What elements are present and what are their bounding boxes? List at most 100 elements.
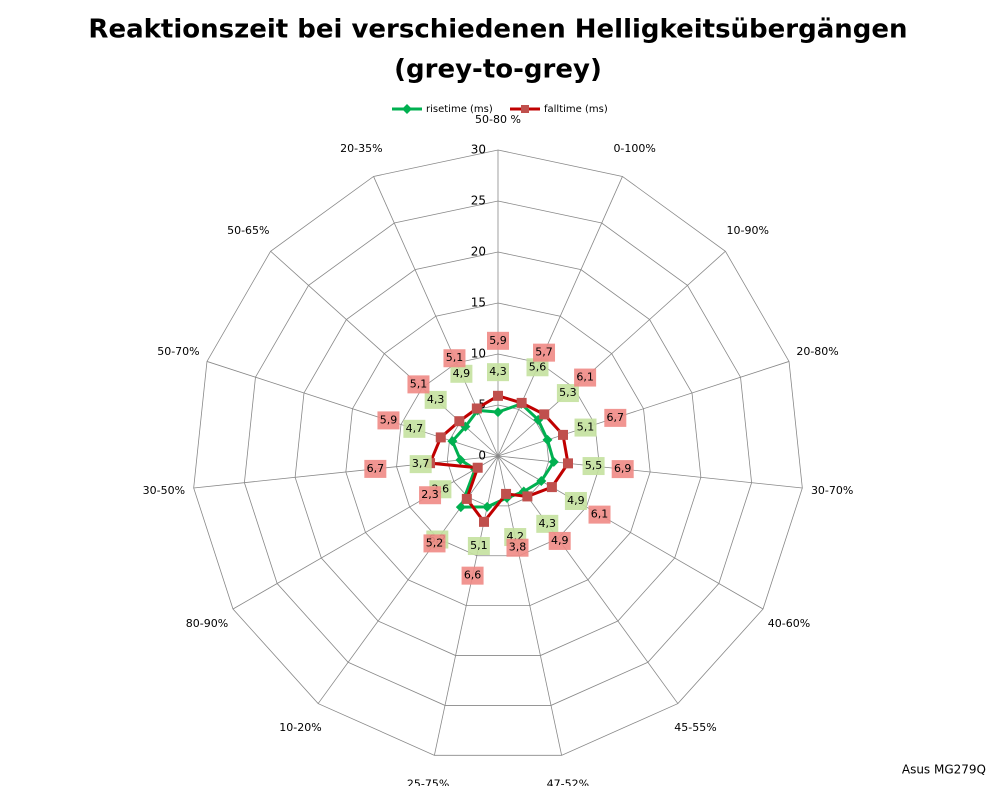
label-bg [409, 455, 432, 474]
legend-marker [521, 105, 529, 113]
label-bg [611, 460, 634, 479]
data-label: 6,6 [464, 569, 482, 582]
legend-label: falltime (ms) [544, 104, 608, 115]
data-point [493, 390, 503, 401]
legend-marker [402, 104, 412, 114]
data-label: 4,3 [427, 393, 445, 406]
data-point [455, 454, 466, 465]
data-label: 3,8 [509, 541, 527, 554]
category-label: 20-80% [796, 345, 838, 358]
data-point [479, 516, 490, 527]
label-bg [419, 486, 442, 505]
data-point [472, 462, 483, 473]
category-label: 45-55% [674, 721, 716, 734]
data-label: 5,1 [446, 351, 464, 364]
data-point [516, 397, 527, 408]
spoke [193, 455, 499, 489]
spoke [497, 455, 563, 756]
data-point [501, 488, 512, 499]
data-point [435, 432, 446, 443]
label-bg [403, 419, 426, 438]
label-bg [556, 384, 579, 403]
data-label: 5,1 [410, 377, 428, 390]
data-label: 5,2 [426, 536, 444, 549]
data-label: 5,9 [489, 334, 507, 347]
data-point [461, 493, 472, 504]
data-label: 6,9 [614, 462, 632, 475]
label-bg [467, 537, 490, 556]
grid-line [294, 251, 702, 656]
spoke [232, 455, 499, 610]
category-label: 0-100% [613, 142, 655, 155]
label-bg [582, 457, 605, 476]
data-label: 4,9 [453, 367, 471, 380]
data-point [454, 416, 465, 427]
category-label: 50-65% [227, 224, 269, 237]
data-label: 5,9 [380, 413, 398, 426]
label-bg [364, 459, 387, 478]
chart-title: Reaktionszeit bei verschiedenen Helligke… [88, 15, 907, 45]
data-label: 5,7 [535, 346, 553, 359]
label-bg [487, 363, 509, 382]
category-label: 50-80 % [475, 113, 521, 126]
data-label: 5,3 [559, 386, 577, 399]
label-bg [407, 375, 430, 394]
data-point [493, 407, 503, 418]
label-bg [506, 538, 529, 557]
category-label: 25-75% [407, 778, 449, 786]
data-point [482, 501, 493, 512]
label-bg [423, 534, 446, 553]
data-label: 6,7 [607, 411, 625, 424]
category-label: 80-90% [186, 617, 228, 630]
data-label: 5,1 [470, 539, 488, 552]
label-bg [424, 390, 447, 409]
tick-label: 0 [478, 449, 486, 463]
tick-label: 15 [471, 296, 486, 310]
label-bg [526, 358, 549, 377]
data-point [536, 475, 547, 486]
grid-line [193, 149, 803, 756]
label-bg [443, 349, 466, 368]
data-point [522, 491, 533, 502]
label-bg [548, 531, 571, 550]
data-point [455, 502, 466, 513]
data-label: 6,7 [367, 462, 385, 475]
category-label: 30-50% [143, 484, 185, 497]
data-label: 3,7 [412, 457, 430, 470]
category-label: 47-52% [547, 778, 589, 786]
label-bg [564, 491, 587, 510]
grid-line [243, 200, 753, 706]
data-label: 5,6 [529, 360, 547, 373]
label-bg [574, 418, 597, 437]
category-label: 10-20% [279, 721, 321, 734]
tick-label: 20 [471, 245, 486, 259]
label-bg [574, 368, 597, 387]
data-label: 4,9 [567, 494, 585, 507]
category-label: 20-35% [340, 142, 382, 155]
label-bg [461, 566, 484, 585]
label-bg [588, 505, 611, 524]
data-label: 4,7 [406, 422, 424, 435]
chart-subtitle: (grey-to-grey) [394, 55, 602, 85]
tick-label: 10 [471, 347, 486, 361]
data-point [447, 436, 458, 447]
series-line [450, 402, 556, 509]
label-bg [487, 331, 509, 350]
series-line [427, 394, 570, 525]
data-label: 4,3 [489, 365, 507, 378]
data-label: 6,1 [591, 508, 609, 521]
legend-label: risetime (ms) [426, 104, 493, 115]
label-bg [533, 343, 556, 362]
data-label: 6,1 [576, 371, 594, 384]
annotation: Asus MG279Q [902, 763, 986, 777]
label-bg [377, 411, 400, 430]
label-bg [536, 514, 559, 533]
data-point [539, 409, 550, 420]
label-bg [604, 408, 627, 427]
data-label: 5,1 [577, 421, 595, 434]
data-point [542, 434, 553, 445]
data-label: 5,5 [585, 459, 603, 472]
category-label: 10-90% [726, 224, 768, 237]
data-label: 4,9 [551, 534, 569, 547]
